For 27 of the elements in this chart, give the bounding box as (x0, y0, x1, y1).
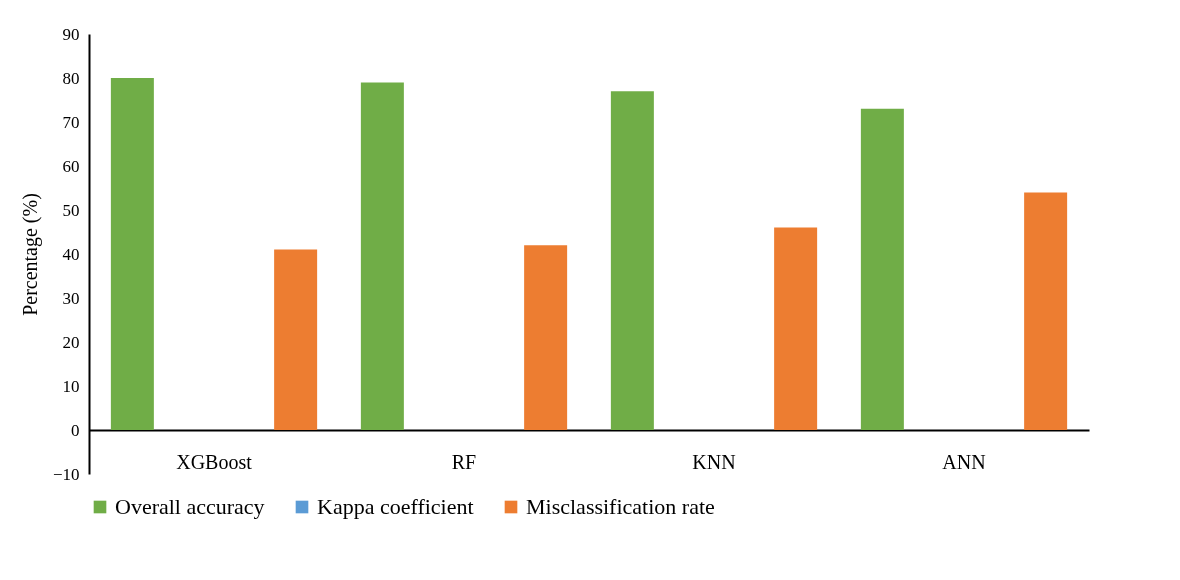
x-tick-label: RF (451, 450, 477, 473)
x-tick-label: XGBoost (176, 450, 253, 473)
bar (610, 91, 654, 430)
y-tick-label: 40 (62, 244, 80, 264)
bar (774, 227, 818, 430)
y-tick-label: 30 (62, 288, 80, 308)
x-tick-label: ANN (942, 450, 986, 473)
y-tick-label: 80 (62, 68, 80, 88)
bar (860, 108, 904, 430)
y-axis-title: Percentage (%) (18, 193, 42, 316)
bar (360, 82, 404, 430)
bar (1024, 192, 1068, 430)
bar (524, 245, 568, 430)
y-tick-label: 50 (62, 200, 80, 220)
y-tick-label: 0 (71, 420, 80, 440)
bar (110, 78, 154, 430)
legend-label: Kappa coefficient (317, 494, 474, 519)
y-tick-label: 60 (62, 156, 80, 176)
bar (274, 249, 318, 430)
y-tick-label: −10 (52, 464, 80, 484)
x-tick-label: KNN (692, 450, 736, 473)
y-tick-label: 70 (62, 112, 80, 132)
legend-label: Misclassification rate (526, 494, 715, 519)
y-tick-label: 20 (62, 332, 80, 352)
y-tick-label: 90 (62, 24, 80, 44)
y-tick-label: 10 (62, 376, 80, 396)
legend-label: Overall accuracy (115, 494, 265, 519)
